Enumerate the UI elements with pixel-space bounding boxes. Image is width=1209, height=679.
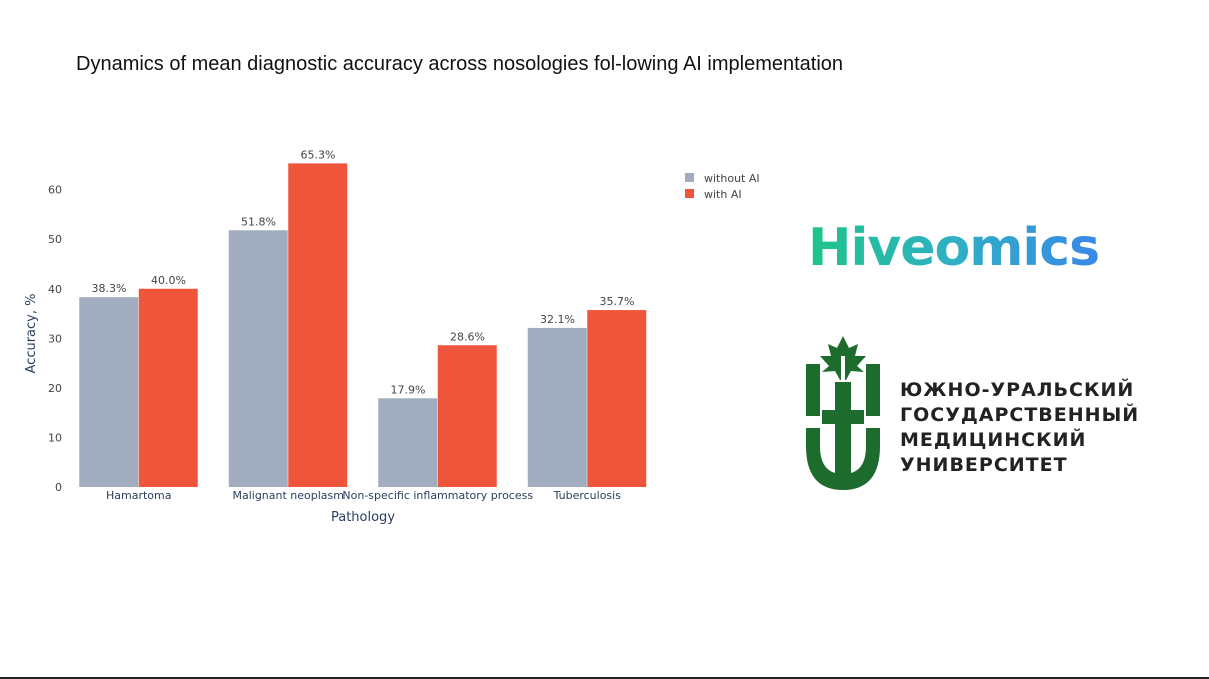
- university-name-line: ГОСУДАРСТВЕННЫЙ: [900, 404, 1140, 426]
- data-label: 51.8%: [241, 215, 276, 228]
- y-tick-label: 10: [48, 431, 62, 444]
- legend-swatch: [685, 189, 694, 198]
- y-tick-label: 30: [48, 332, 62, 345]
- y-tick-label: 0: [55, 481, 62, 494]
- x-tick-label: Non-specific inflammatory process: [342, 489, 533, 502]
- university-name: ЮЖНО-УРАЛЬСКИЙ ГОСУДАРСТВЕННЫЙ МЕДИЦИНСК…: [900, 378, 1139, 478]
- university-name-line: МЕДИЦИНСКИЙ: [900, 429, 1087, 451]
- bar: [437, 345, 497, 487]
- x-axis-title: Pathology: [331, 510, 395, 525]
- x-tick-label: Tuberculosis: [553, 489, 622, 502]
- y-tick-label: 60: [48, 184, 62, 197]
- y-tick-label: 40: [48, 283, 62, 296]
- bar: [79, 297, 139, 487]
- data-label: 17.9%: [391, 383, 426, 396]
- x-tick-label: Hamartoma: [106, 489, 172, 502]
- legend-label: without AI: [704, 172, 760, 185]
- bar: [587, 310, 647, 487]
- legend-label: with AI: [704, 188, 742, 201]
- data-label: 38.3%: [92, 282, 127, 295]
- y-tick-label: 50: [48, 233, 62, 246]
- y-tick-label: 20: [48, 382, 62, 395]
- hiveomics-logo: Hiveomics: [808, 216, 1100, 280]
- bar: [378, 398, 438, 487]
- data-label: 35.7%: [600, 295, 635, 308]
- data-label: 28.6%: [450, 330, 485, 343]
- hiveomics-logo-text: Hiveomics: [808, 218, 1100, 278]
- bar: [527, 327, 587, 487]
- bottom-divider: [0, 677, 1209, 679]
- bar: [138, 288, 198, 487]
- university-name-line: ЮЖНО-УРАЛЬСКИЙ: [900, 379, 1135, 401]
- bar: [228, 230, 288, 488]
- x-tick-label: Malignant neoplasm: [232, 489, 344, 502]
- university-emblem-icon: [806, 336, 880, 490]
- data-label: 40.0%: [151, 274, 186, 287]
- slide-title: Dynamics of mean diagnostic accuracy acr…: [76, 53, 844, 75]
- data-label: 32.1%: [540, 313, 575, 326]
- bar: [288, 163, 348, 487]
- y-axis-title: Accuracy, %: [24, 294, 39, 374]
- bar-chart: 0 10 20 30 40 50 60 38.3% 40.0% Hamartoma 51.8% 65.…: [24, 148, 760, 525]
- university-name-line: УНИВЕРСИТЕТ: [900, 454, 1068, 476]
- data-label: 65.3%: [301, 148, 336, 161]
- legend-swatch: [685, 173, 694, 182]
